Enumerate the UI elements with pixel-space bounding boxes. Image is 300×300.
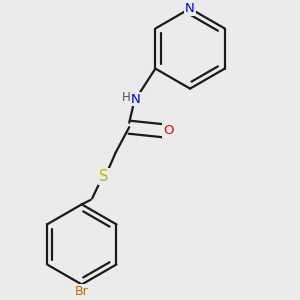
Text: N: N	[185, 2, 195, 15]
Text: S: S	[99, 169, 109, 184]
Text: O: O	[164, 124, 174, 137]
Text: Br: Br	[75, 284, 88, 298]
Text: N: N	[130, 92, 140, 106]
Text: H: H	[122, 91, 130, 104]
